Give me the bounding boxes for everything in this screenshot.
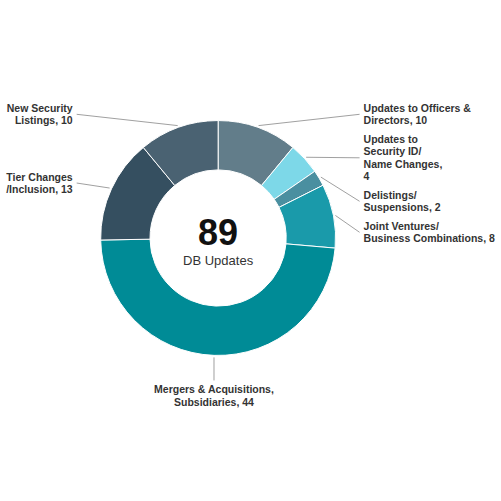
leader-line: [77, 114, 178, 125]
slice-label: Tier Changes/Inclusion, 13: [6, 171, 73, 196]
chart: Updates to Officers &Directors, 10Update…: [0, 0, 501, 501]
label-line: /Inclusion, 13: [6, 183, 73, 195]
leader-line: [213, 357, 214, 380]
slice-label: Joint Ventures/Business Combinations, 8: [364, 220, 495, 245]
center-label: DB Updates: [183, 253, 254, 268]
label-line: Name Changes,: [364, 158, 443, 170]
label-line: Listings, 10: [15, 114, 73, 126]
label-line: Joint Ventures/: [364, 220, 439, 232]
label-line: Updates to Officers &: [364, 102, 472, 114]
slices: [101, 121, 336, 356]
leaders: [77, 114, 360, 380]
label-line: Business Combinations, 8: [364, 232, 495, 244]
label-line: Security ID/: [364, 145, 422, 157]
leader-line: [77, 183, 110, 188]
slice-label: Updates to Officers &Directors, 10: [364, 102, 472, 127]
leader-line: [335, 215, 359, 232]
label-line: Suspensions, 2: [364, 201, 441, 213]
center-value: 89: [198, 212, 238, 253]
label-line: Directors, 10: [364, 114, 428, 126]
slice-label: New SecurityListings, 10: [7, 102, 73, 127]
leader-line: [259, 114, 360, 125]
slice-label: Delistings/Suspensions, 2: [364, 189, 441, 214]
label-line: 4: [364, 170, 370, 182]
label-line: Delistings/: [364, 189, 417, 201]
label-line: Subsidiaries, 44: [174, 396, 254, 408]
donut-slice: [101, 239, 335, 355]
label-line: New Security: [7, 102, 73, 114]
slice-label: Updates toSecurity ID/Name Changes,4: [364, 133, 443, 183]
label-line: Mergers & Acquisitions,: [154, 383, 274, 395]
leader-line: [321, 177, 360, 201]
slice-label: Mergers & Acquisitions,Subsidiaries, 44: [154, 383, 274, 408]
leader-line: [306, 157, 359, 159]
donut-slice: [279, 185, 336, 248]
labels: Updates to Officers &Directors, 10Update…: [6, 102, 495, 408]
label-line: Tier Changes: [6, 171, 72, 183]
label-line: Updates to: [364, 133, 418, 145]
donut-slice: [143, 121, 218, 186]
